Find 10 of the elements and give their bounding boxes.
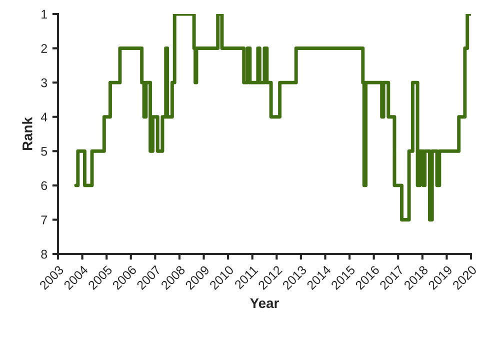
y-tick-label: 1	[42, 10, 47, 19]
y-tick-label: 5	[41, 147, 48, 156]
x-axis-title: Year	[250, 298, 279, 308]
y-tick-label: 3	[41, 78, 48, 88]
y-tick-label: 8	[41, 250, 48, 259]
y-axis-title: Rank	[22, 117, 32, 150]
y-tick-label: 2	[41, 44, 47, 53]
y-tick-label: 6	[41, 181, 48, 190]
y-tick-label: 4	[40, 112, 48, 122]
y-tick-label: 7	[41, 216, 47, 224]
